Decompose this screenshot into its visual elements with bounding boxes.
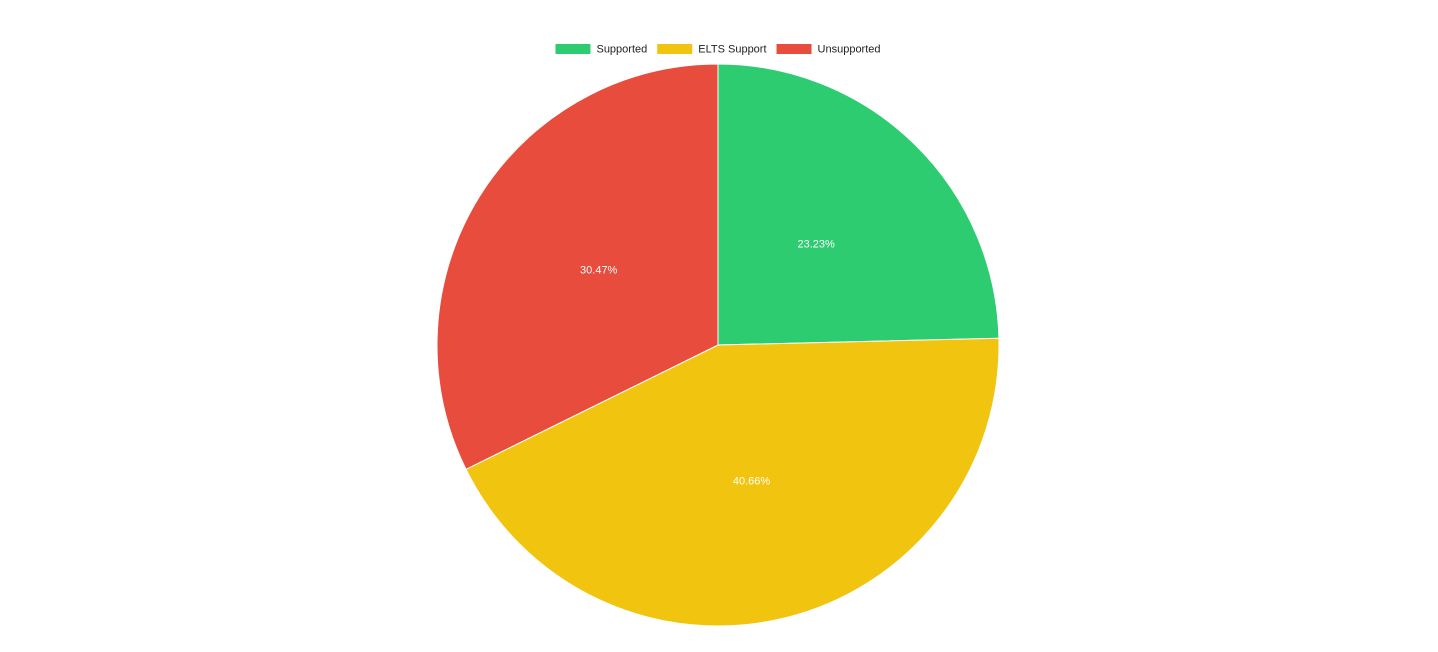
legend-swatch [555,44,591,54]
legend-label: ELTS Support [698,43,766,55]
legend-label: Supported [596,43,647,55]
pie-slice [465,337,1000,627]
slice-label: 23.23% [797,238,835,250]
pie-slice [436,63,719,470]
legend: Supported ELTS Support Unsupported [555,43,881,55]
slice-label: 30.47% [580,265,618,277]
legend-swatch [657,44,693,54]
slice-label: 40.66% [733,475,771,487]
legend-label: Unsupported [818,43,881,55]
pie-slice [717,63,1000,346]
legend-swatch [776,44,812,54]
